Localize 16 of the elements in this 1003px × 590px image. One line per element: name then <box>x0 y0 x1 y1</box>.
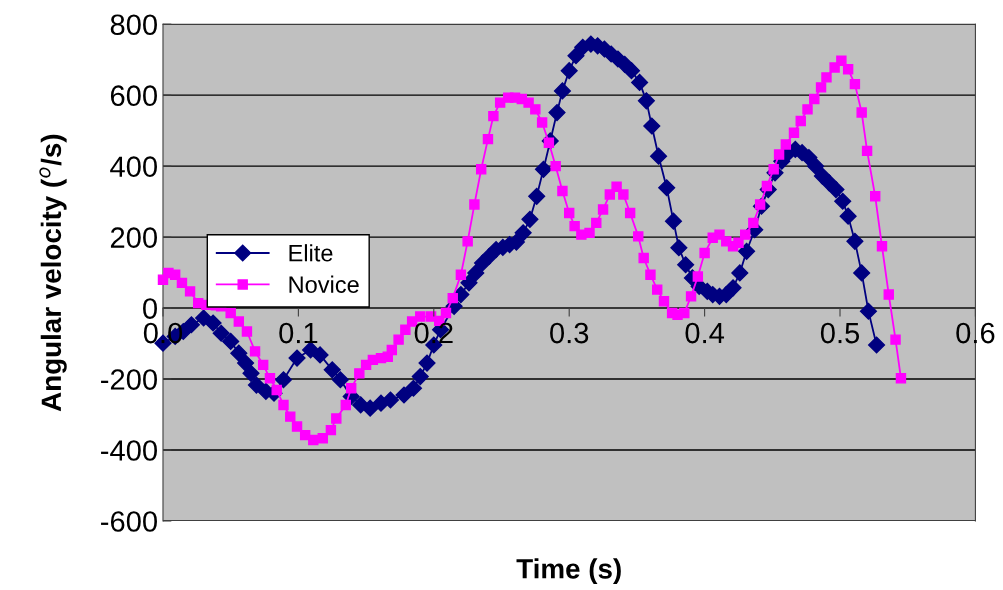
y-tick-label: 400 <box>110 156 157 177</box>
y-tick-label: -600 <box>101 511 157 532</box>
x-tick-label: 0.1 <box>279 322 318 344</box>
x-tick-label: 0.4 <box>685 322 725 344</box>
legend-label: Elite <box>289 244 333 262</box>
x-axis-title: Time (s) <box>516 558 621 585</box>
x-tick-label: 0.5 <box>820 322 860 344</box>
y-tick-label: 800 <box>110 14 157 36</box>
x-tick-label: 0.3 <box>550 322 589 344</box>
y-tick-label: -200 <box>101 369 157 390</box>
y-tick-label: 600 <box>110 85 157 107</box>
y-axis-title: Angular velocity ($^{o}$/s) <box>39 134 67 412</box>
legend-label: Novice <box>289 275 359 293</box>
y-tick-label: 200 <box>110 227 157 248</box>
y-tick-label: -400 <box>101 440 157 461</box>
y-tick-label: 0 <box>143 298 157 319</box>
